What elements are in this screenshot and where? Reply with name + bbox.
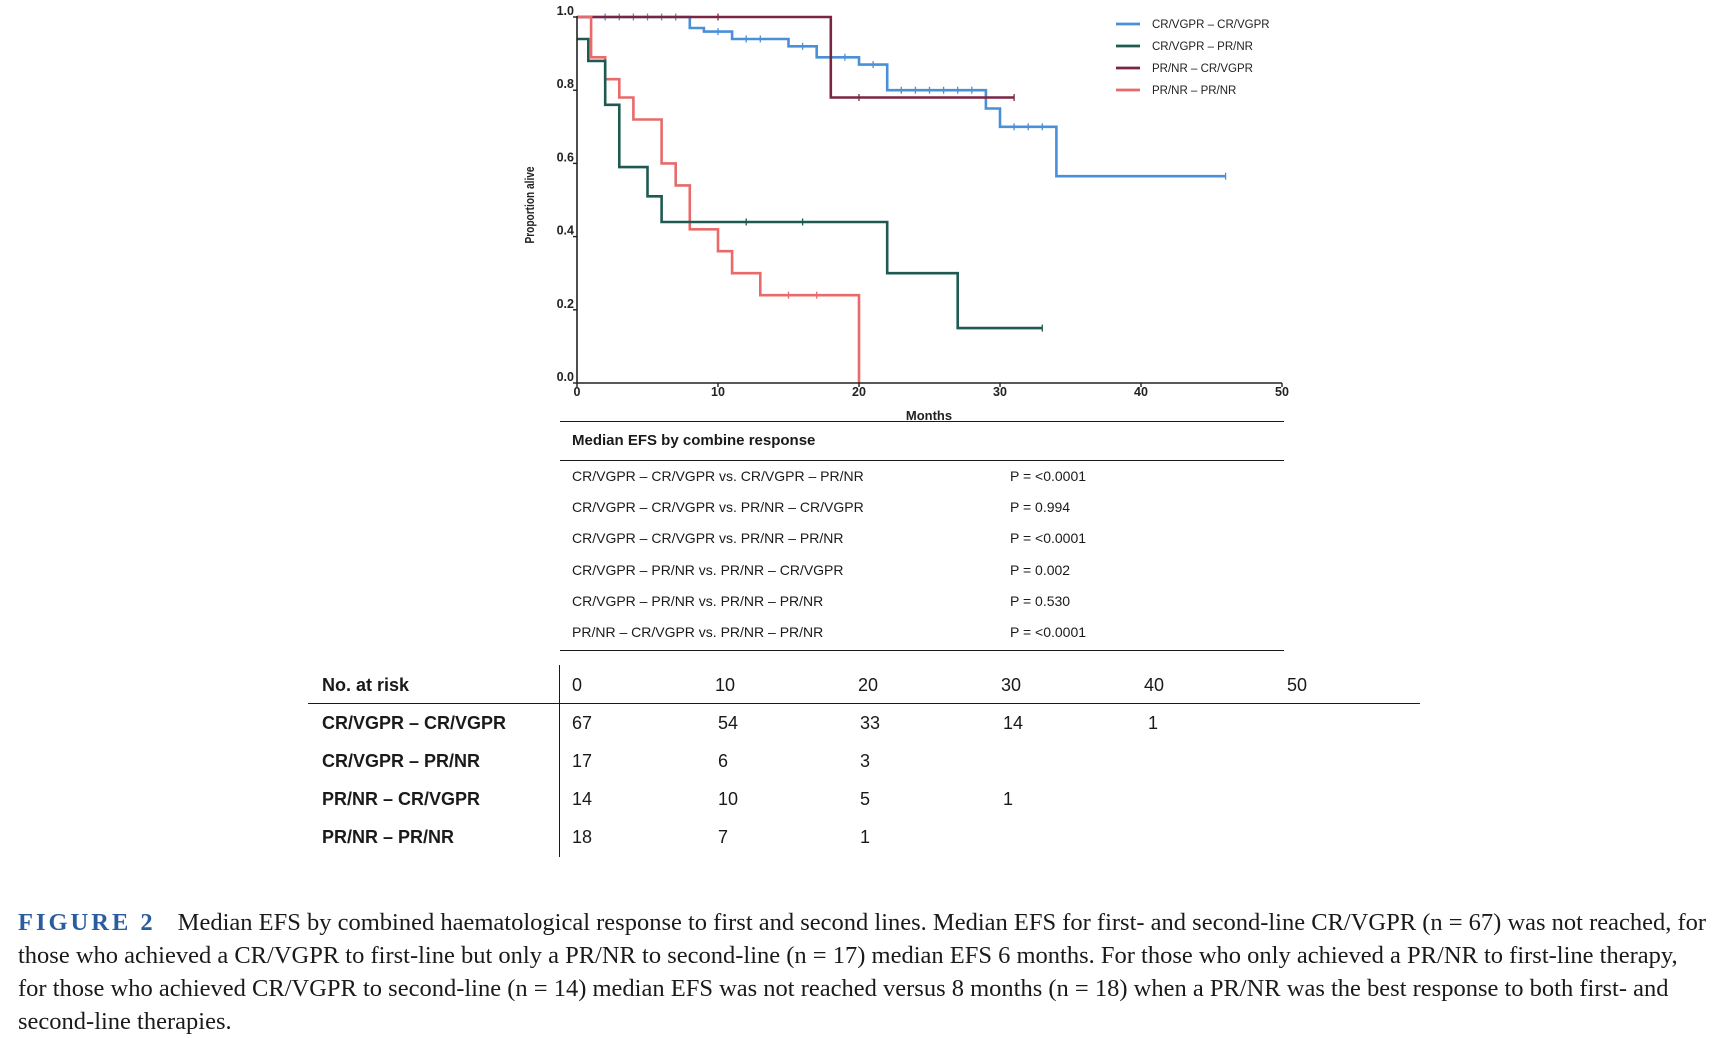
caption-text: Median EFS by combined haematological re…	[18, 909, 1707, 1035]
risk-time-50: 50	[1287, 675, 1308, 695]
risk-value: 67	[572, 713, 593, 733]
efs-table-rows: CR/VGPR – CR/VGPR vs. CR/VGPR – PR/NR P =…	[560, 461, 1284, 648]
legend-label: CR/VGPR – CR/VGPR	[1152, 19, 1270, 31]
efs-p-value: P = <0.0001	[1010, 530, 1087, 547]
x-tick-label: 20	[852, 385, 866, 399]
legend: CR/VGPR – CR/VGPR CR/VGPR – PR/NR PR/NR – …	[1116, 19, 1270, 97]
risk-table-header: No. at risk	[322, 675, 410, 695]
series-layer	[577, 13, 1227, 383]
risk-row-label: CR/VGPR – CR/VGPR	[322, 713, 507, 733]
risk-row-label: PR/NR – CR/VGPR	[322, 789, 481, 809]
y-tick-label: 1.0	[557, 4, 574, 18]
risk-value: 18	[572, 827, 593, 847]
efs-row: CR/VGPR – CR/VGPR vs. CR/VGPR – PR/NR P =…	[560, 461, 1284, 492]
figure-caption: FIGURE 2 Median EFS by combined haematolo…	[18, 906, 1710, 1038]
figure-label: FIGURE 2	[18, 909, 156, 936]
risk-value: 54	[718, 713, 739, 733]
legend-label: PR/NR – PR/NR	[1152, 85, 1236, 97]
risk-time-20: 20	[858, 675, 879, 695]
series-line-cr-vgpr-cr-vgpr	[577, 15, 1226, 178]
efs-table-title: Median EFS by combine response	[560, 422, 1284, 461]
efs-comparison: CR/VGPR – CR/VGPR vs. PR/NR – PR/NR	[572, 530, 844, 547]
efs-row: PR/NR – CR/VGPR vs. PR/NR – PR/NR P = <0.…	[560, 617, 1284, 648]
y-tick-label: 0.2	[557, 297, 574, 311]
risk-value: 5	[860, 789, 871, 809]
efs-row: CR/VGPR – CR/VGPR vs. PR/NR – PR/NR P = <…	[560, 523, 1284, 554]
km-chart: 0 10 20 30 40 50 0.0 0.2 0.4 0.6 0.8 1.0 Months Pro…	[523, 4, 1289, 423]
y-tick-label: 0.8	[557, 77, 574, 91]
y-tick-label: 0.6	[557, 150, 574, 164]
risk-value: 14	[1003, 713, 1024, 733]
efs-comparison: CR/VGPR – PR/NR vs. PR/NR – PR/NR	[572, 592, 824, 609]
legend-label: PR/NR – CR/VGPR	[1152, 63, 1253, 75]
risk-table-header-rule	[308, 703, 1420, 704]
efs-p-value: P = 0.530	[1010, 592, 1071, 609]
axes-layer	[576, 16, 1282, 384]
y-tick-label: 0.0	[557, 370, 574, 384]
risk-time-0: 0	[572, 675, 583, 695]
risk-row-label: PR/NR – PR/NR	[322, 827, 455, 847]
risk-table: No. at risk 0 10 20 30 40 50 CR/VGPR – CR/VGPR…	[308, 665, 1420, 857]
legend-label: CR/VGPR – PR/NR	[1152, 41, 1253, 53]
risk-value: 10	[718, 789, 739, 809]
x-tick-label: 10	[711, 385, 725, 399]
x-axis-title: Months	[906, 408, 952, 423]
series-line-cr-vgpr-pr-nr	[577, 37, 1043, 330]
series-line-pr-nr-pr-nr	[577, 15, 861, 383]
efs-p-value: P = <0.0001	[1010, 623, 1087, 640]
efs-comparison: CR/VGPR – PR/NR vs. PR/NR – CR/VGPR	[572, 561, 844, 578]
risk-value: 1	[860, 827, 871, 847]
efs-comparison: PR/NR – CR/VGPR vs. PR/NR – PR/NR	[572, 623, 824, 640]
efs-table-top-rule	[560, 421, 1284, 422]
efs-p-value: P = 0.994	[1010, 499, 1071, 516]
risk-value: 1	[1148, 713, 1159, 733]
efs-comparison: CR/VGPR – CR/VGPR vs. PR/NR – CR/VGPR	[572, 499, 864, 516]
x-tick-label: 0	[574, 385, 581, 399]
x-tick-label: 30	[993, 385, 1007, 399]
efs-p-value: P = 0.002	[1010, 561, 1071, 578]
x-tick-label: 40	[1134, 385, 1148, 399]
series-line-pr-nr-cr-vgpr	[577, 15, 1015, 99]
risk-value: 1	[1003, 789, 1014, 809]
risk-value: 14	[572, 789, 593, 809]
risk-value: 33	[860, 713, 881, 733]
median-efs-table: Median EFS by combine response CR/VGPR –…	[560, 421, 1284, 652]
x-tick-label: 50	[1275, 385, 1289, 399]
efs-p-value: P = <0.0001	[1010, 468, 1087, 484]
efs-table-bottom-rule	[560, 650, 1284, 652]
risk-time-10: 10	[715, 675, 736, 695]
risk-time-40: 40	[1144, 675, 1165, 695]
efs-comparison: CR/VGPR – CR/VGPR vs. CR/VGPR – PR/NR	[572, 468, 864, 484]
risk-value: 3	[860, 751, 871, 771]
y-axis-title: Proportion alive	[523, 166, 537, 244]
efs-row: CR/VGPR – PR/NR vs. PR/NR – CR/VGPR P = 0…	[560, 555, 1284, 586]
risk-value: 6	[718, 751, 729, 771]
efs-row: CR/VGPR – PR/NR vs. PR/NR – PR/NR P = 0.5…	[560, 586, 1284, 617]
risk-time-30: 30	[1001, 675, 1022, 695]
ticks-layer: 0 10 20 30 40 50 0.0 0.2 0.4 0.6 0.8 1.0	[557, 4, 1289, 399]
efs-row: CR/VGPR – CR/VGPR vs. PR/NR – CR/VGPR P =…	[560, 492, 1284, 523]
risk-value: 17	[572, 751, 593, 771]
risk-value: 7	[718, 827, 729, 847]
y-tick-label: 0.4	[557, 224, 574, 238]
risk-table-divider	[559, 665, 560, 857]
risk-row-label: CR/VGPR – PR/NR	[322, 751, 481, 771]
